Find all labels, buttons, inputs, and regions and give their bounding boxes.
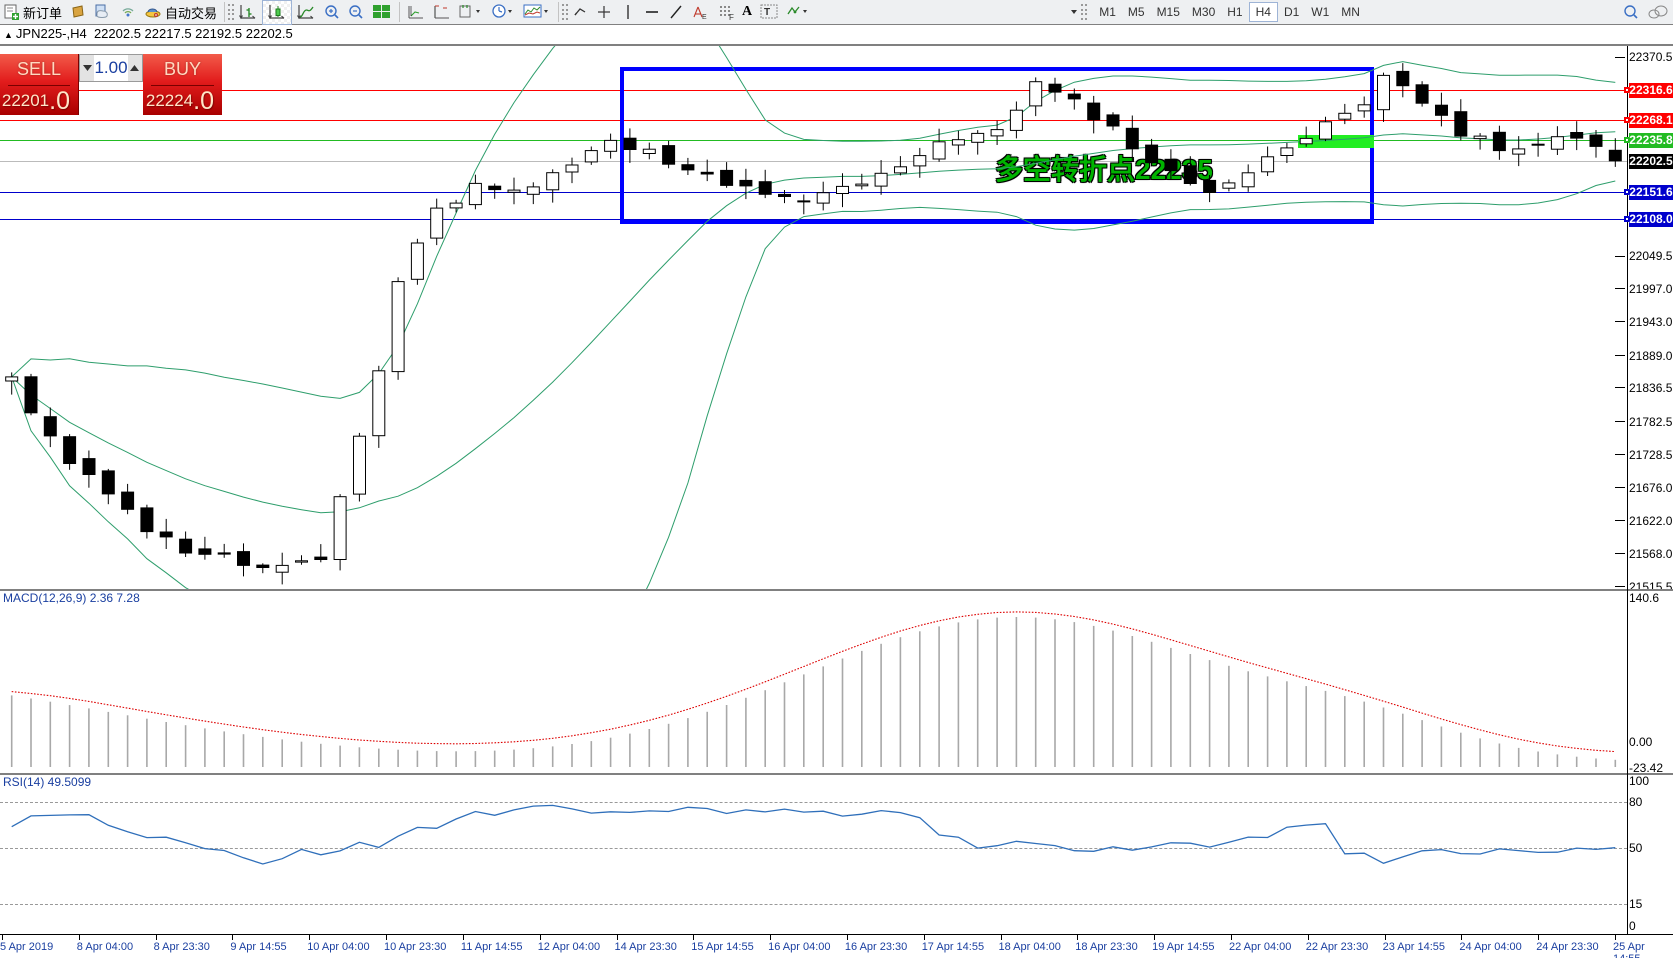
svg-text:T: T [764, 7, 770, 18]
svg-text:F: F [729, 13, 734, 20]
svg-text:E: E [702, 14, 707, 20]
